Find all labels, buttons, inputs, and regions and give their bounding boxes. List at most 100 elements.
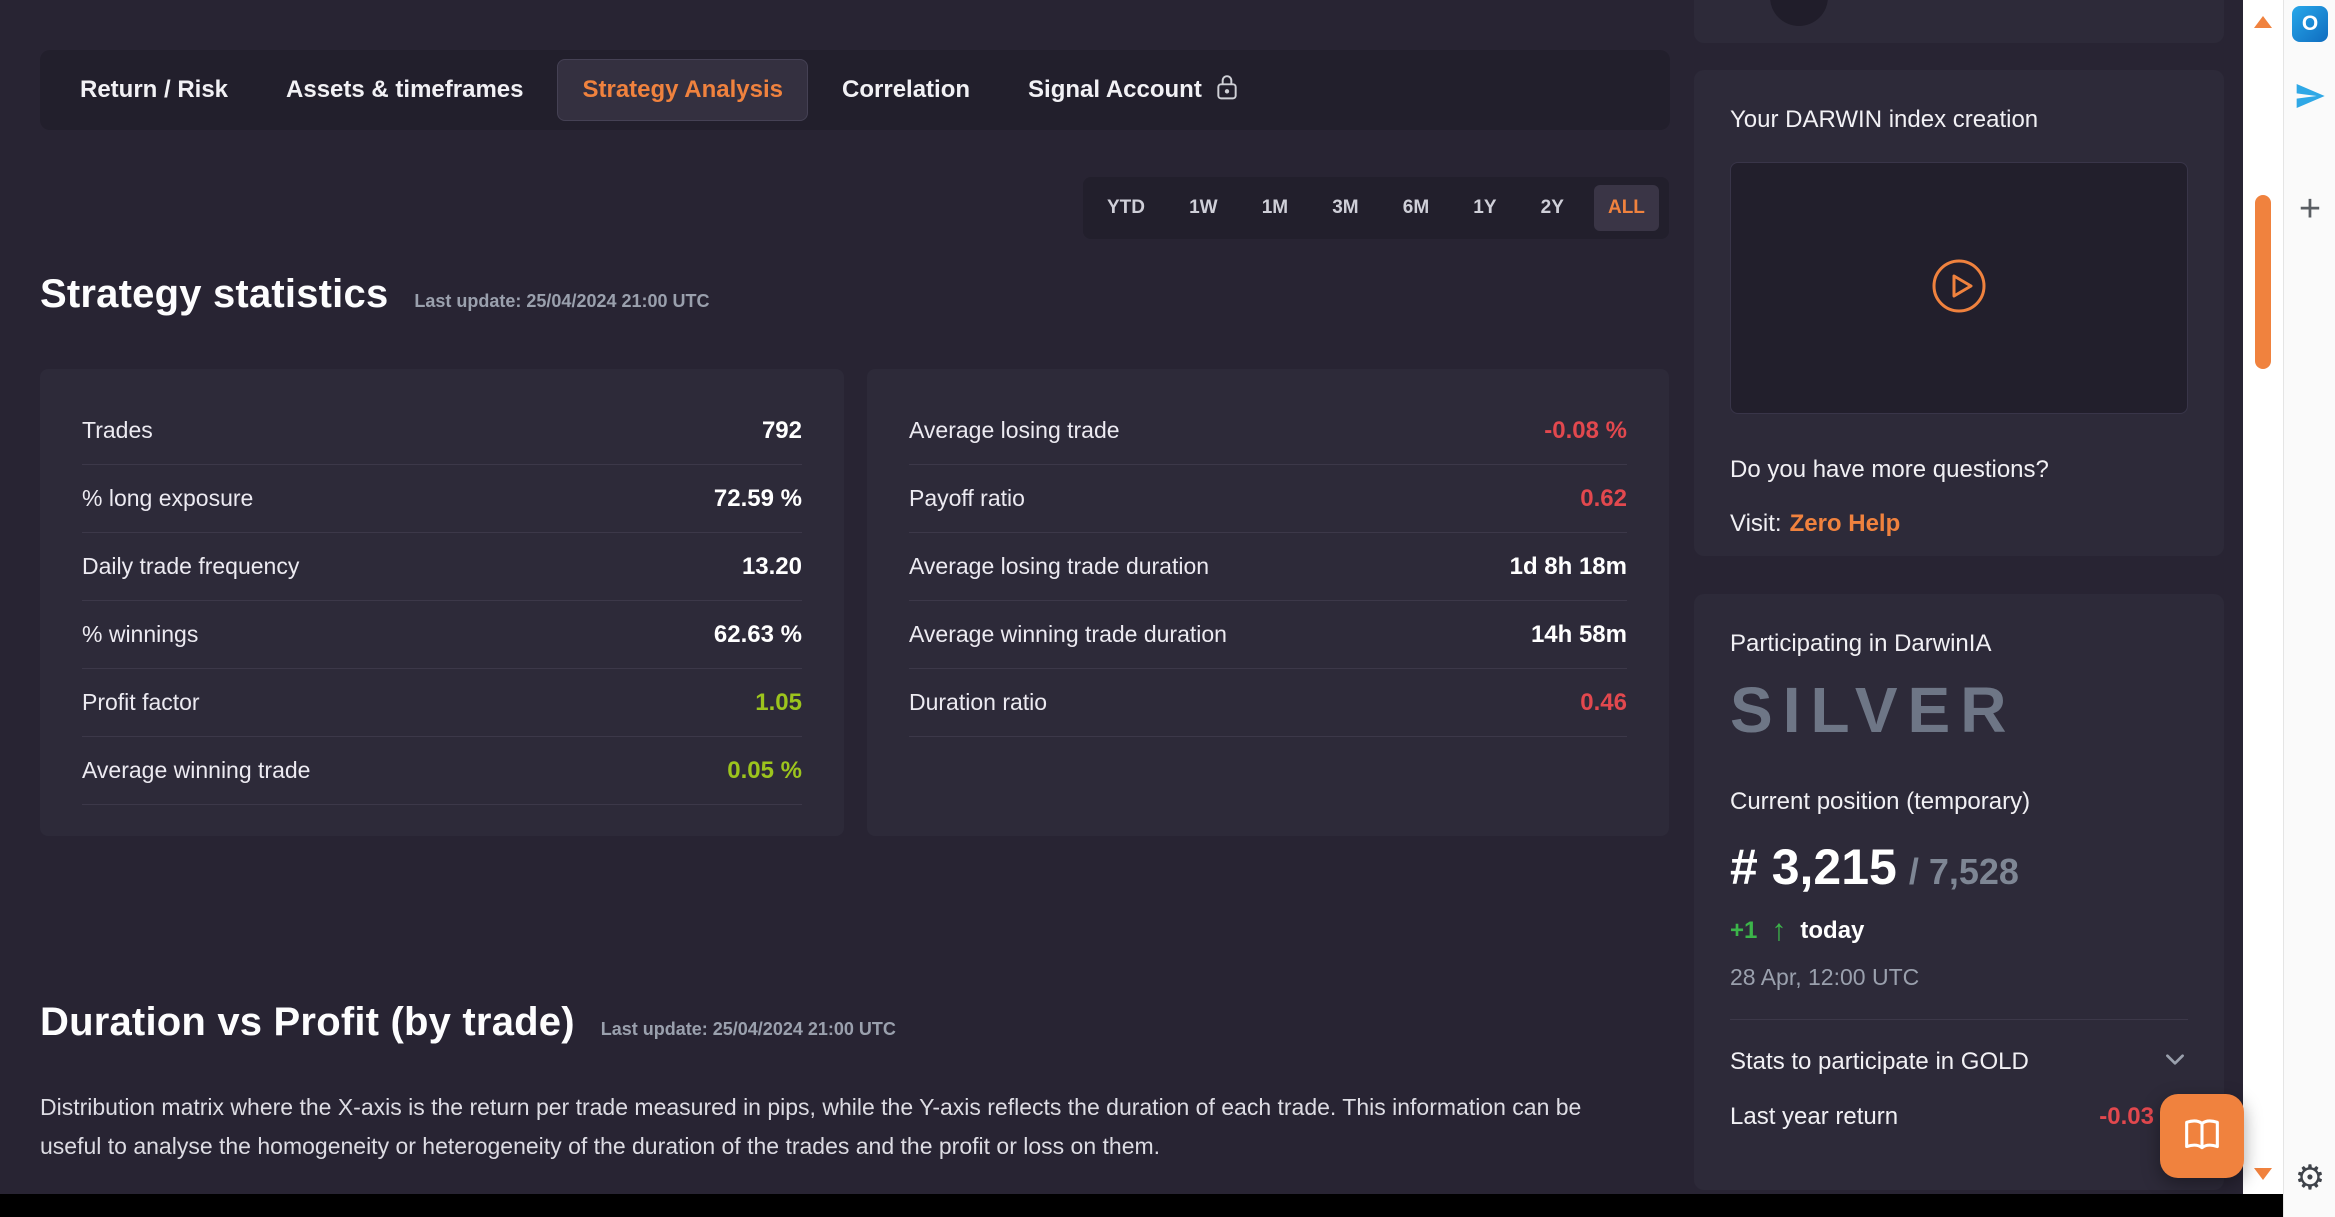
collapsed-panel	[1694, 0, 2224, 43]
stat-label: Duration ratio	[909, 689, 1048, 715]
range-ytd[interactable]: YTD	[1107, 197, 1145, 218]
last-year-return-row: Last year return -0.03	[1730, 1103, 2188, 1131]
range-all[interactable]: ALL	[1593, 185, 1659, 231]
scroll-down-arrow[interactable]	[2254, 1168, 2272, 1180]
stat-row: % long exposure 72.59 %	[82, 465, 802, 533]
stats-gold-toggle[interactable]: Stats to participate in GOLD	[1730, 1019, 2188, 1077]
darwinia-participating: Participating in DarwinIA	[1730, 630, 1992, 657]
page-title: Strategy statistics	[40, 272, 389, 316]
up-arrow-icon: ↑	[1771, 914, 1787, 947]
help-question: Do you have more questions?	[1730, 456, 2049, 483]
news-reader-button[interactable]	[2160, 1094, 2244, 1178]
duration-profit-title: Duration vs Profit (by trade)	[40, 1000, 575, 1044]
visit-label: Visit:	[1730, 510, 1782, 537]
range-6m[interactable]: 6M	[1402, 197, 1430, 218]
stat-value: 792	[761, 416, 802, 444]
tab-assets-timeframes[interactable]: Assets & timeframes	[286, 76, 524, 103]
stat-label: Profit factor	[82, 689, 200, 715]
position-label: Current position (temporary)	[1730, 788, 2031, 815]
index-creation-title: Your DARWIN index creation	[1730, 106, 2039, 133]
time-range-selector: YTD 1W 1M 3M 6M 1Y 2Y ALL	[1083, 177, 1669, 239]
stats-last-update: Last update: 25/04/2024 21:00 UTC	[414, 291, 710, 311]
tab-strategy-analysis[interactable]: Strategy Analysis	[557, 59, 809, 121]
stats-card-right: Average losing trade -0.08 % Payoff rati…	[867, 369, 1669, 836]
video-player[interactable]	[1730, 162, 2188, 414]
stats-gold-label: Stats to participate in GOLD	[1730, 1047, 2029, 1075]
stat-label: Average winning trade	[82, 757, 311, 783]
stat-label: % winnings	[82, 621, 199, 647]
stat-row: Duration ratio 0.46	[909, 669, 1627, 737]
darwinia-tier: SILVER	[1730, 674, 2017, 746]
stat-value: -0.08 %	[1544, 416, 1627, 444]
chevron-down-icon	[2162, 1046, 2188, 1077]
stat-label: Payoff ratio	[909, 485, 1025, 511]
stat-value: 14h 58m	[1530, 620, 1627, 648]
stat-row: Average losing trade -0.08 %	[909, 397, 1627, 465]
stat-value: 13.20	[741, 552, 802, 580]
stat-row: % winnings 62.63 %	[82, 601, 802, 669]
scrollbar-thumb[interactable]	[2255, 195, 2271, 369]
last-year-return-label: Last year return	[1730, 1103, 1899, 1130]
zero-help-link[interactable]: Zero Help	[1789, 510, 1901, 537]
position-change-period: today	[1800, 917, 1865, 944]
stat-row: Daily trade frequency 13.20	[82, 533, 802, 601]
play-icon	[1931, 258, 1987, 319]
tab-signal-account-label: Signal Account	[1028, 76, 1202, 103]
strategy-statistics-header: Strategy statistics Last update: 25/04/2…	[40, 272, 710, 317]
stat-cards: Trades 792 % long exposure 72.59 % Daily…	[40, 369, 1669, 836]
tab-correlation[interactable]: Correlation	[842, 76, 971, 103]
stat-row: Average winning trade 0.05 %	[82, 737, 802, 805]
stat-label: Daily trade frequency	[82, 553, 300, 579]
duration-profit-header: Duration vs Profit (by trade) Last updat…	[40, 1000, 896, 1045]
position-total: / 7,528	[1908, 851, 2019, 892]
stat-row: Trades 792	[82, 397, 802, 465]
bottom-strip	[0, 1194, 2283, 1217]
position-timestamp: 28 Apr, 12:00 UTC	[1730, 964, 1920, 990]
tab-return-risk[interactable]: Return / Risk	[80, 76, 229, 103]
stat-label: Average winning trade duration	[909, 621, 1227, 647]
scrollbar[interactable]	[2243, 0, 2283, 1194]
scroll-up-arrow[interactable]	[2254, 16, 2272, 28]
outlook-icon[interactable]: O	[2292, 6, 2328, 42]
stat-value: 62.63 %	[713, 620, 802, 648]
duration-last-update: Last update: 25/04/2024 21:00 UTC	[600, 1019, 896, 1039]
stat-label: Trades	[82, 417, 153, 443]
send-plane-icon[interactable]	[2294, 80, 2326, 117]
tab-bar: Return / Risk Assets & timeframes Strate…	[40, 50, 1670, 130]
stat-row: Average losing trade duration 1d 8h 18m	[909, 533, 1627, 601]
range-1w[interactable]: 1W	[1189, 197, 1218, 218]
range-1y[interactable]: 1Y	[1473, 197, 1497, 218]
open-book-icon	[2179, 1112, 2225, 1161]
stat-value: 1d 8h 18m	[1509, 552, 1627, 580]
position-rank: # 3,215	[1730, 839, 1897, 895]
stat-row: Average winning trade duration 14h 58m	[909, 601, 1627, 669]
stat-value: 0.62	[1580, 484, 1627, 512]
index-creation-card: Your DARWIN index creation Do you have m…	[1694, 70, 2224, 556]
stat-value: 72.59 %	[713, 484, 802, 512]
lock-icon	[1214, 72, 1240, 109]
darwinia-card: Participating in DarwinIA SILVER Current…	[1694, 594, 2224, 1190]
tab-signal-account[interactable]: Signal Account	[1004, 56, 1264, 125]
range-1m[interactable]: 1M	[1261, 197, 1289, 218]
browser-sidebar: O + ⚙	[2283, 0, 2335, 1217]
stat-label: Average losing trade	[909, 417, 1120, 443]
position-change: +1	[1730, 917, 1758, 944]
stat-value: 0.46	[1580, 688, 1627, 716]
last-year-return-value: -0.03	[2099, 1103, 2154, 1130]
stat-label: % long exposure	[82, 485, 254, 511]
add-sidebar-item-button[interactable]: +	[2298, 188, 2322, 230]
position-change-row: +1 ↑ today	[1730, 916, 2188, 946]
stat-row: Payoff ratio 0.62	[909, 465, 1627, 533]
position-rank-row: # 3,215 / 7,528	[1730, 838, 2188, 896]
stat-value: 0.05 %	[727, 756, 802, 784]
stats-card-left: Trades 792 % long exposure 72.59 % Daily…	[40, 369, 844, 836]
stat-label: Average losing trade duration	[909, 553, 1210, 579]
duration-profit-description: Distribution matrix where the X-axis is …	[40, 1094, 1582, 1159]
settings-gear-icon[interactable]: ⚙	[2294, 1159, 2326, 1197]
help-visit: Visit: Zero Help	[1730, 510, 2188, 538]
range-3m[interactable]: 3M	[1332, 197, 1359, 218]
stat-value: 1.05	[755, 688, 802, 716]
stat-row: Profit factor 1.05	[82, 669, 802, 737]
range-2y[interactable]: 2Y	[1540, 197, 1564, 218]
